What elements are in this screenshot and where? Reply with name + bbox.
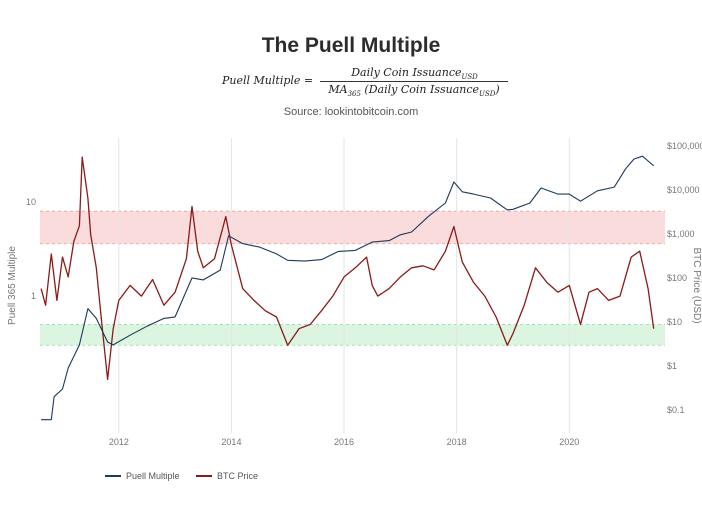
formula-den-sub1: 365 — [347, 90, 361, 99]
right-tick-$10: $10 — [667, 317, 682, 327]
right-tick-$100,000: $100,000 — [667, 141, 702, 151]
x-tick-2018: 2018 — [447, 437, 467, 447]
formula-den-sub2: USD — [479, 90, 496, 99]
legend-item-puell[interactable]: Puell Multiple — [105, 471, 180, 481]
formula-den-pre: MA — [328, 83, 348, 96]
red-zone-band — [40, 211, 665, 244]
formula-numerator: Daily Coin IssuanceUSD — [322, 66, 507, 81]
left-axis-label: Puell 365 Multiple — [7, 246, 18, 325]
formula-den-mid: (Daily Coin Issuance — [360, 83, 480, 96]
source-note: Source: lookintobitcoin.com — [283, 106, 419, 118]
formula: Puell Multiple = Daily Coin IssuanceUSD … — [222, 66, 512, 100]
legend: Puell Multiple BTC Price — [105, 469, 272, 481]
series-line-puell-multiple — [40, 156, 655, 381]
formula-den-post: ) — [495, 83, 500, 96]
x-tick-2016: 2016 — [334, 437, 354, 447]
x-tick-2020: 2020 — [559, 437, 579, 447]
right-tick-$1: $1 — [667, 361, 677, 371]
legend-swatch-puell — [105, 475, 121, 477]
legend-label-puell: Puell Multiple — [126, 471, 180, 481]
right-tick-$100: $100 — [667, 273, 687, 283]
formula-numerator-text: Daily Coin Issuance — [351, 66, 462, 79]
right-axis-label: BTC Price (USD) — [691, 247, 702, 323]
right-tick-$1,000: $1,000 — [667, 229, 695, 239]
left-tick-1: 1 — [31, 291, 36, 301]
legend-item-btc[interactable]: BTC Price — [196, 471, 258, 481]
formula-fraction-bar — [320, 81, 508, 82]
left-tick-10: 10 — [26, 197, 36, 207]
series-line-btc-price — [41, 155, 655, 421]
formula-denominator: MA365 (Daily Coin IssuanceUSD) — [314, 83, 514, 98]
right-tick-$10,000: $10,000 — [667, 185, 700, 195]
x-tick-2012: 2012 — [109, 437, 129, 447]
chart-title: The Puell Multiple — [261, 34, 441, 57]
formula-lhs: Puell Multiple = — [222, 74, 314, 87]
green-zone-band — [40, 324, 665, 346]
x-tick-2014: 2014 — [221, 437, 241, 447]
right-tick-$0.1: $0.1 — [667, 405, 685, 415]
legend-swatch-btc — [196, 475, 213, 477]
formula-numerator-sub: USD — [461, 73, 478, 82]
legend-label-btc: BTC Price — [217, 471, 259, 481]
